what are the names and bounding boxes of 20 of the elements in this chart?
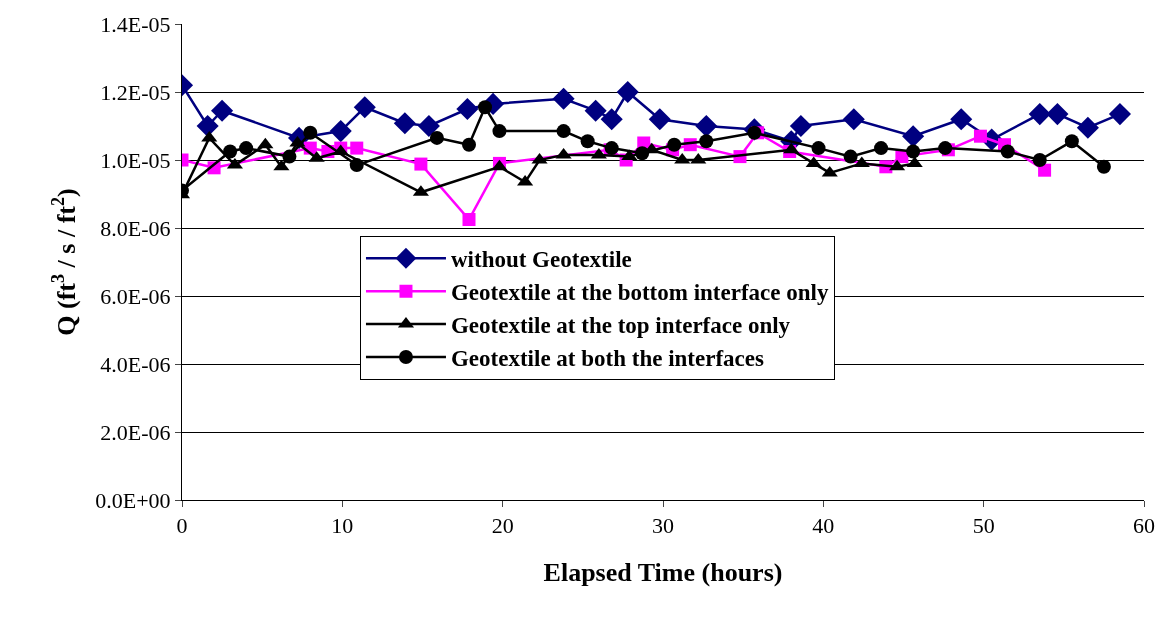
x-axis-title: Elapsed Time (hours) — [543, 558, 783, 588]
y-tick-label: 0.0E+00 — [95, 487, 171, 513]
legend-label: Geotextile at both the interfaces — [450, 345, 764, 371]
x-tick-label: 50 — [972, 513, 995, 539]
y-tick-label: 4.0E-06 — [100, 351, 171, 377]
x-tick-label: 40 — [812, 513, 835, 539]
legend-label: Geotextile at the top interface only — [450, 313, 791, 339]
x-tick-label: 10 — [331, 513, 354, 539]
legend-label: without Geotextile — [450, 247, 632, 273]
y-tick-label: 2.0E-06 — [100, 419, 171, 445]
y-tick-label: 6.0E-06 — [100, 283, 171, 309]
x-tick-label: 20 — [491, 513, 514, 539]
x-tick-label: 30 — [652, 513, 674, 539]
y-tick-label: 1.0E-05 — [100, 147, 171, 173]
legend-label: Geotextile at the bottom interface only — [450, 280, 829, 306]
x-tick-label: 0 — [176, 513, 188, 539]
x-tick-label: 60 — [1133, 513, 1155, 539]
y-tick-label: 8.0E-06 — [100, 215, 171, 241]
y-tick-label: 1.4E-05 — [100, 11, 171, 37]
y-tick-label: 1.2E-05 — [100, 79, 171, 105]
